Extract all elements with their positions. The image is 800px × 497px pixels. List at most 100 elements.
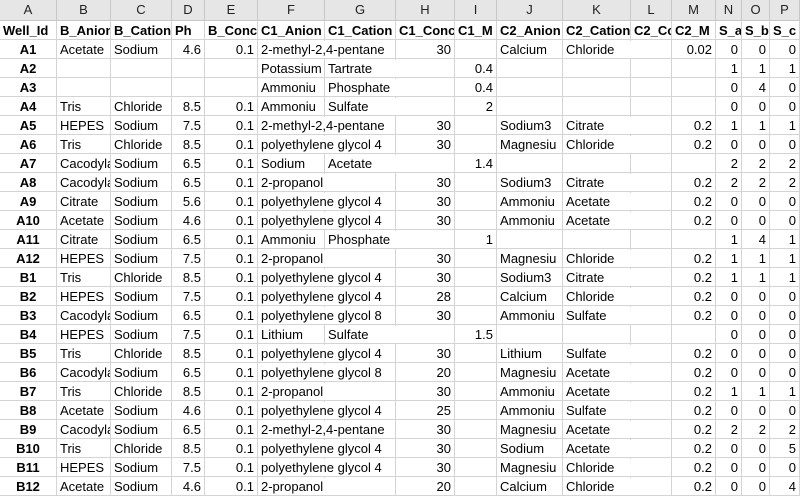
cell[interactable]: [111, 59, 172, 78]
cell[interactable]: [396, 458, 455, 477]
cell[interactable]: [742, 458, 770, 477]
cell[interactable]: [742, 21, 770, 40]
cell[interactable]: [716, 401, 742, 420]
cell[interactable]: [57, 135, 111, 154]
cell[interactable]: [111, 211, 172, 230]
cell[interactable]: [631, 154, 672, 173]
cell[interactable]: [631, 249, 672, 268]
cell[interactable]: [716, 135, 742, 154]
cell[interactable]: [205, 439, 258, 458]
cell[interactable]: [742, 325, 770, 344]
cell[interactable]: [258, 97, 325, 116]
cell[interactable]: [563, 325, 631, 344]
cell[interactable]: [672, 287, 716, 306]
cell[interactable]: [0, 268, 57, 287]
cell[interactable]: [455, 401, 497, 420]
cell[interactable]: [497, 363, 563, 382]
cell[interactable]: [455, 59, 497, 78]
cell[interactable]: [497, 249, 563, 268]
column-letter[interactable]: N: [716, 0, 742, 21]
cell[interactable]: [325, 344, 396, 363]
cell[interactable]: [0, 21, 57, 40]
cell[interactable]: [672, 325, 716, 344]
cell[interactable]: [631, 78, 672, 97]
cell[interactable]: [172, 230, 205, 249]
cell[interactable]: [57, 249, 111, 268]
cell[interactable]: [716, 420, 742, 439]
cell[interactable]: [742, 382, 770, 401]
cell[interactable]: [631, 420, 672, 439]
cell[interactable]: [57, 230, 111, 249]
cell[interactable]: [396, 477, 455, 496]
cell[interactable]: [716, 40, 742, 59]
cell[interactable]: [172, 268, 205, 287]
cell[interactable]: [455, 154, 497, 173]
cell[interactable]: [325, 268, 396, 287]
cell[interactable]: [742, 59, 770, 78]
column-letter[interactable]: M: [672, 0, 716, 21]
column-letter[interactable]: I: [455, 0, 497, 21]
cell[interactable]: [716, 287, 742, 306]
column-letter[interactable]: J: [497, 0, 563, 21]
cell[interactable]: [716, 173, 742, 192]
cell[interactable]: [742, 477, 770, 496]
cell[interactable]: [672, 363, 716, 382]
cell[interactable]: [325, 287, 396, 306]
cell[interactable]: [742, 78, 770, 97]
cell[interactable]: [563, 97, 631, 116]
cell[interactable]: [57, 211, 111, 230]
cell[interactable]: [205, 21, 258, 40]
cell[interactable]: [396, 344, 455, 363]
cell[interactable]: [258, 21, 325, 40]
cell[interactable]: [497, 306, 563, 325]
cell[interactable]: [497, 21, 563, 40]
cell[interactable]: [205, 287, 258, 306]
cell[interactable]: [396, 325, 455, 344]
cell[interactable]: [325, 249, 396, 268]
cell[interactable]: [57, 173, 111, 192]
cell[interactable]: [172, 192, 205, 211]
cell[interactable]: [716, 363, 742, 382]
cell[interactable]: [0, 192, 57, 211]
cell[interactable]: [455, 97, 497, 116]
cell[interactable]: [258, 325, 325, 344]
cell[interactable]: [172, 21, 205, 40]
cell[interactable]: [672, 78, 716, 97]
cell[interactable]: [0, 249, 57, 268]
cell[interactable]: [111, 325, 172, 344]
cell[interactable]: [111, 458, 172, 477]
cell[interactable]: [205, 230, 258, 249]
cell[interactable]: [497, 230, 563, 249]
cell[interactable]: [325, 21, 396, 40]
cell[interactable]: [631, 344, 672, 363]
cell[interactable]: [111, 439, 172, 458]
cell[interactable]: [0, 458, 57, 477]
cell[interactable]: [325, 401, 396, 420]
column-letter[interactable]: O: [742, 0, 770, 21]
cell[interactable]: [716, 268, 742, 287]
cell[interactable]: [111, 21, 172, 40]
cell[interactable]: [497, 211, 563, 230]
column-letter[interactable]: G: [325, 0, 396, 21]
cell[interactable]: [455, 439, 497, 458]
cell[interactable]: [631, 363, 672, 382]
cell[interactable]: [396, 439, 455, 458]
cell[interactable]: [57, 325, 111, 344]
cell[interactable]: [672, 135, 716, 154]
cell[interactable]: [258, 59, 325, 78]
cell[interactable]: [205, 363, 258, 382]
cell[interactable]: [396, 192, 455, 211]
cell[interactable]: [0, 420, 57, 439]
cell[interactable]: [396, 287, 455, 306]
cell[interactable]: [396, 116, 455, 135]
cell[interactable]: [172, 135, 205, 154]
cell[interactable]: [111, 40, 172, 59]
cell[interactable]: [111, 154, 172, 173]
column-letter[interactable]: K: [563, 0, 631, 21]
cell[interactable]: [716, 344, 742, 363]
cell[interactable]: [325, 439, 396, 458]
cell[interactable]: [742, 192, 770, 211]
cell[interactable]: [172, 59, 205, 78]
cell[interactable]: [742, 230, 770, 249]
cell[interactable]: [111, 401, 172, 420]
